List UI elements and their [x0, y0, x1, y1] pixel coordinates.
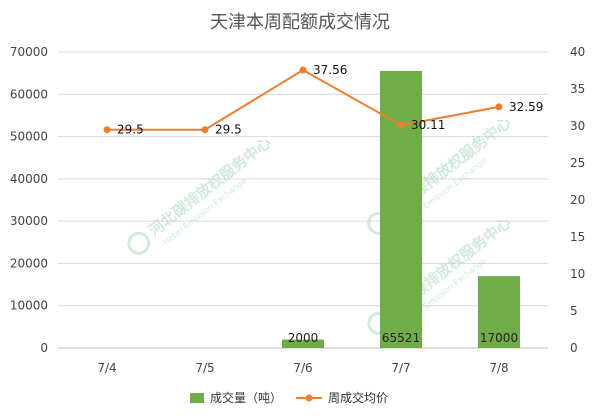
legend-line-label: 周成交均价 — [328, 390, 388, 405]
legend-line-marker — [305, 394, 313, 402]
line-point — [103, 126, 111, 134]
left-axis-tick-label: 30000 — [10, 214, 48, 228]
line-point — [397, 121, 405, 129]
left-axis-tick-label: 60000 — [10, 87, 48, 101]
bar-data-label: 2000 — [288, 331, 319, 345]
line-data-label: 30.11 — [411, 118, 445, 132]
chart-title: 天津本周配额成交情况 — [210, 12, 390, 33]
legend: 成交量（吨） 周成交均价 — [190, 390, 388, 405]
bar — [282, 339, 324, 348]
bar-series: 2000 65521 17000 — [282, 70, 520, 349]
left-axis-tick-label: 0 — [40, 341, 48, 355]
right-axis-tick-label: 15 — [570, 230, 585, 244]
line-data-label: 32.59 — [509, 100, 543, 114]
right-axis-tick-label: 0 — [570, 341, 578, 355]
line-data-label: 29.5 — [117, 123, 144, 137]
x-axis-tick-label: 7/7 — [391, 361, 410, 375]
right-axis-tick-label: 25 — [570, 156, 585, 170]
line-point — [201, 126, 209, 134]
bar — [478, 276, 520, 348]
right-axis-tick-label: 20 — [570, 193, 585, 207]
left-axis-tick-label: 10000 — [10, 299, 48, 313]
right-axis-tick-label: 40 — [570, 45, 585, 59]
bar-data-label: 17000 — [480, 331, 518, 345]
legend-bar-label: 成交量（吨） — [210, 390, 282, 405]
gridlines — [58, 51, 548, 349]
bar-data-label: 65521 — [382, 331, 420, 345]
right-axis-tick-label: 35 — [570, 82, 585, 96]
bar — [380, 70, 422, 349]
watermark-logo-icon — [127, 231, 151, 255]
right-axis: 0 5 10 15 20 25 30 35 40 — [570, 45, 585, 355]
line-data-label: 29.5 — [215, 123, 242, 137]
left-axis-tick-label: 20000 — [10, 256, 48, 270]
watermark-text: 河北碳排放权服务中心 — [145, 133, 274, 240]
x-axis-tick-label: 7/5 — [195, 361, 214, 375]
right-axis-tick-label: 5 — [570, 304, 578, 318]
left-axis: 0 10000 20000 30000 40000 50000 60000 70000 — [10, 45, 48, 355]
x-axis: 7/4 7/5 7/6 7/7 7/8 — [97, 361, 508, 375]
legend-bar-swatch — [190, 393, 204, 403]
x-axis-tick-label: 7/8 — [489, 361, 508, 375]
line-series: 29.5 29.5 37.56 30.11 32.59 — [103, 63, 543, 137]
x-axis-tick-label: 7/4 — [97, 361, 116, 375]
line-point — [495, 103, 503, 111]
left-axis-tick-label: 50000 — [10, 130, 48, 144]
left-axis-tick-label: 40000 — [10, 172, 48, 186]
right-axis-tick-label: 10 — [570, 267, 585, 281]
line-point — [299, 66, 307, 74]
right-axis-tick-label: 30 — [570, 119, 585, 133]
left-axis-tick-label: 70000 — [10, 45, 48, 59]
x-axis-tick-label: 7/6 — [293, 361, 312, 375]
line-data-label: 37.56 — [313, 63, 347, 77]
